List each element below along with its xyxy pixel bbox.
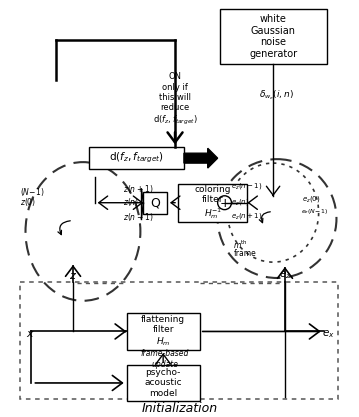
Text: $z(n)$: $z(n)$ — [122, 196, 139, 208]
Text: Initialization: Initialization — [141, 402, 218, 415]
Text: $e_z(N\!-\!1)$: $e_z(N\!-\!1)$ — [301, 207, 328, 216]
Text: $z(n-1)$: $z(n-1)$ — [122, 211, 153, 223]
Text: $e_z(n+1)$: $e_z(n+1)$ — [232, 211, 263, 221]
Text: $x$: $x$ — [26, 329, 35, 339]
Text: frame-based
update: frame-based update — [141, 349, 189, 369]
Text: white
Gaussian
noise
generator: white Gaussian noise generator — [249, 14, 297, 59]
Polygon shape — [184, 148, 218, 168]
Text: $z(n+1)$: $z(n+1)$ — [122, 183, 153, 195]
Bar — [143, 192, 167, 214]
Text: $e_z(n)$: $e_z(n)$ — [232, 197, 250, 207]
Text: $(N\!-\!1)$: $(N\!-\!1)$ — [19, 186, 44, 198]
Text: flattening
filter
$H_m$: flattening filter $H_m$ — [141, 314, 185, 348]
Text: $e_x$: $e_x$ — [322, 329, 335, 340]
Text: $e_z$: $e_z$ — [279, 269, 291, 281]
Text: $e_z(n-1)$: $e_z(n-1)$ — [232, 181, 263, 191]
Text: $z$: $z$ — [69, 271, 77, 281]
Text: $m^{\mathrm{th}}$: $m^{\mathrm{th}}$ — [233, 238, 248, 251]
Text: frame: frame — [233, 249, 256, 258]
Bar — [220, 9, 327, 64]
Bar — [19, 282, 339, 399]
Text: ON
only if
this will
reduce
$\mathrm{d}(f_z, f_{target})$: ON only if this will reduce $\mathrm{d}(… — [153, 72, 197, 127]
Bar — [178, 184, 247, 221]
Text: $z(0)$: $z(0)$ — [19, 196, 36, 208]
Text: coloring
filter
$H_m^{-1}$: coloring filter $H_m^{-1}$ — [195, 185, 231, 221]
Bar — [126, 313, 200, 350]
Bar — [126, 365, 200, 401]
Text: $\mathrm{d}(f_z, f_{target})$: $\mathrm{d}(f_z, f_{target})$ — [109, 151, 164, 166]
Text: psycho-
acoustic
model: psycho- acoustic model — [144, 368, 182, 398]
Bar — [89, 147, 184, 169]
Text: $\delta_{w_e}(i,n)$: $\delta_{w_e}(i,n)$ — [259, 88, 294, 102]
Text: $+$: $+$ — [219, 197, 230, 210]
Text: Q: Q — [150, 196, 160, 209]
Text: $e_z(0)$: $e_z(0)$ — [302, 194, 320, 204]
